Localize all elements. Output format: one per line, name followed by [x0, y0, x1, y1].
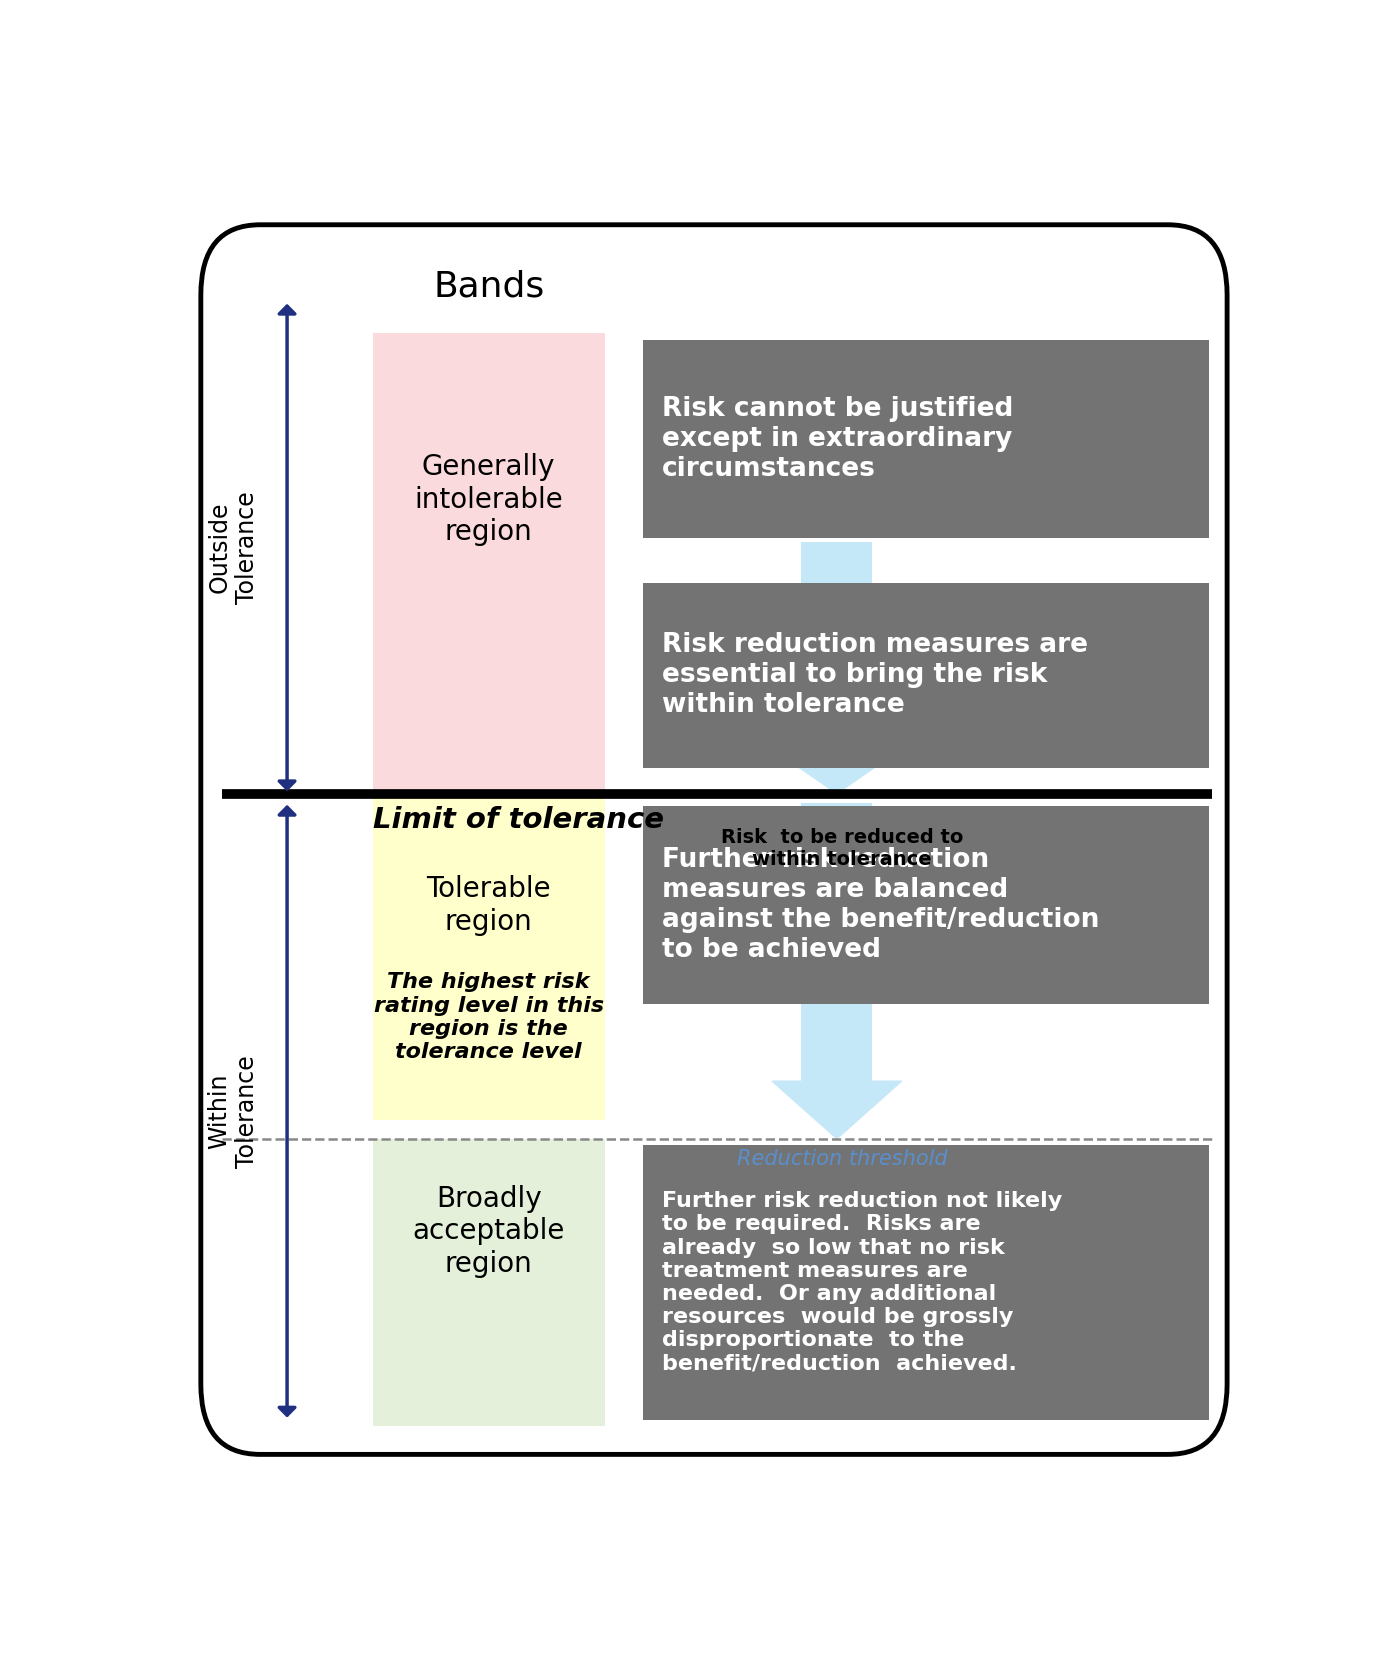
Text: Risk reduction measures are
essential to bring the risk
within tolerance: Risk reduction measures are essential to…: [662, 632, 1088, 719]
Polygon shape: [772, 749, 901, 793]
FancyBboxPatch shape: [200, 224, 1227, 1454]
Text: Further risk reduction
measures are balanced
against the benefit/reduction
to be: Further risk reduction measures are bala…: [662, 847, 1100, 963]
FancyBboxPatch shape: [643, 807, 1209, 1004]
Text: Outside
Tolerance: Outside Tolerance: [207, 491, 259, 604]
Text: Risk  to be reduced to
within tolerance: Risk to be reduced to within tolerance: [721, 828, 964, 870]
FancyBboxPatch shape: [373, 334, 605, 793]
FancyBboxPatch shape: [373, 1139, 605, 1426]
FancyBboxPatch shape: [801, 541, 872, 749]
FancyBboxPatch shape: [643, 583, 1209, 769]
Text: Bands: Bands: [433, 269, 544, 304]
Text: Limit of tolerance: Limit of tolerance: [373, 807, 665, 835]
Text: Risk cannot be justified
except in extraordinary
circumstances: Risk cannot be justified except in extra…: [662, 395, 1014, 481]
Text: Further risk reduction not likely
to be required.  Risks are
already  so low tha: Further risk reduction not likely to be …: [662, 1192, 1063, 1374]
Polygon shape: [772, 1081, 901, 1139]
Text: The highest risk
rating level in this
region is the
tolerance level: The highest risk rating level in this re…: [374, 973, 604, 1062]
FancyBboxPatch shape: [373, 793, 605, 1119]
Text: Generally
intolerable
region: Generally intolerable region: [415, 453, 563, 546]
FancyBboxPatch shape: [643, 1145, 1209, 1419]
FancyBboxPatch shape: [643, 340, 1209, 538]
Text: Tolerable
region: Tolerable region: [427, 875, 551, 936]
FancyBboxPatch shape: [801, 802, 872, 1081]
Text: Reduction threshold: Reduction threshold: [737, 1149, 947, 1169]
Text: Broadly
acceptable
region: Broadly acceptable region: [413, 1185, 565, 1278]
Text: Within
Tolerance: Within Tolerance: [207, 1054, 259, 1167]
FancyBboxPatch shape: [373, 262, 605, 334]
